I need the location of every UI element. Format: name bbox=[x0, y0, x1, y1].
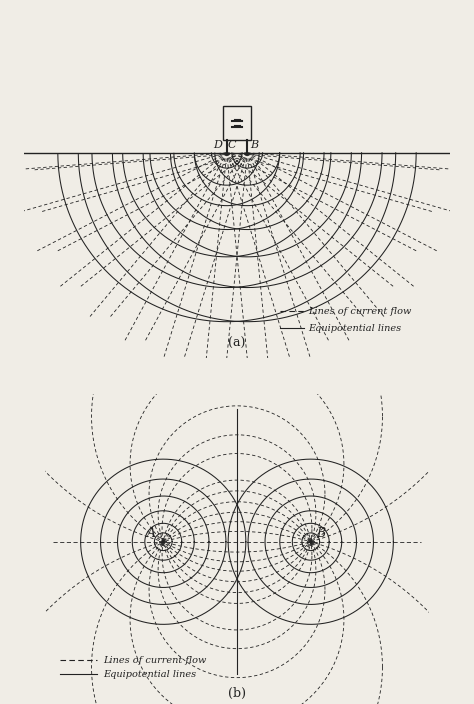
Bar bbox=[223, 106, 251, 140]
Text: D: D bbox=[213, 139, 222, 150]
Text: Lines of current flow: Lines of current flow bbox=[308, 307, 411, 316]
Text: Equipotential lines: Equipotential lines bbox=[103, 670, 196, 679]
Text: (a): (a) bbox=[228, 337, 246, 351]
Text: Lines of current flow: Lines of current flow bbox=[103, 655, 206, 665]
Text: A: A bbox=[147, 527, 156, 540]
Text: (b): (b) bbox=[228, 686, 246, 700]
Text: B: B bbox=[317, 527, 326, 540]
Text: B: B bbox=[251, 139, 259, 150]
Text: Equipotential lines: Equipotential lines bbox=[308, 324, 401, 333]
Text: C: C bbox=[228, 139, 236, 150]
